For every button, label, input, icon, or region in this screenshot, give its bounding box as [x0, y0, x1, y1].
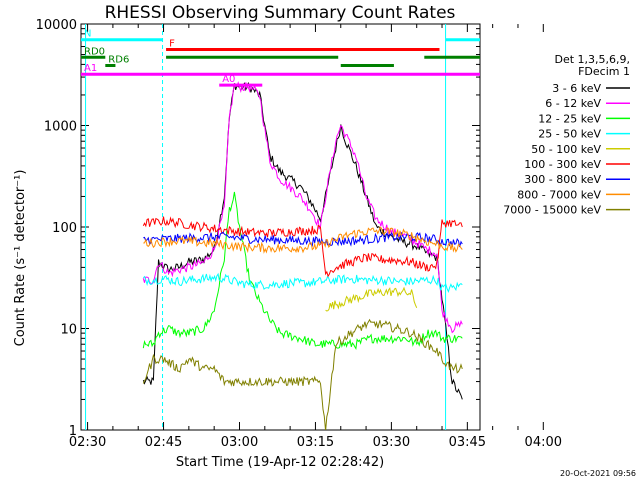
y-tick-label: 1000 — [44, 120, 77, 135]
series-line — [142, 81, 463, 400]
series-line — [142, 318, 463, 430]
x-tick-label: 03:45 — [449, 435, 486, 450]
series-line — [142, 272, 463, 294]
series-line — [142, 216, 463, 278]
y-tick-label: 10 — [60, 323, 77, 338]
flag-label: F — [169, 39, 175, 50]
legend-entry-label: 6 - 12 keV — [545, 97, 601, 110]
x-tick-label: 04:00 — [525, 435, 562, 450]
y-tick-label: 100 — [52, 221, 77, 236]
y-tick-label: 10000 — [36, 18, 77, 33]
plot-clip-group — [81, 24, 480, 430]
flag-label: A1 — [84, 63, 97, 74]
plot-area: 1 10 100 1000 10000 02:30 02:45 03:00 03:15 03:30… — [36, 18, 562, 450]
y-axis-label: Count Rate (s⁻¹ detector⁻¹) — [13, 170, 28, 347]
flag-label: RD0 — [84, 46, 105, 57]
x-axis-label: Start Time (19-Apr-12 02:28:42) — [176, 455, 384, 470]
flag-label: N — [84, 29, 91, 40]
legend-entry-label: 12 - 25 keV — [538, 112, 601, 125]
series-line — [143, 226, 463, 254]
x-tick-label: 03:30 — [373, 435, 410, 450]
series-line — [142, 191, 463, 350]
flag-label: A0 — [222, 74, 235, 85]
series-line — [325, 286, 418, 312]
x-tick-label: 02:30 — [69, 435, 106, 450]
y-tick-label: 1 — [69, 424, 77, 439]
footer-date: 20-Oct-2021 09:56 — [560, 469, 636, 478]
x-tick-label: 03:00 — [221, 435, 258, 450]
plot-frame — [80, 23, 481, 431]
legend-entry-label: 300 - 800 keV — [524, 173, 601, 186]
legend-entry-label: 100 - 300 keV — [524, 158, 601, 171]
legend-entry-label: 7000 - 15000 keV — [503, 204, 601, 217]
legend-entry-label: 3 - 6 keV — [552, 82, 601, 95]
legend: Det 1,3,5,6,9,FDecim 1 3 - 6 keV 6 - 12 ke… — [503, 53, 630, 217]
x-tick-label: 02:45 — [145, 435, 182, 450]
flag-label: RD6 — [108, 55, 129, 66]
legend-entry-label: 50 - 100 keV — [531, 143, 601, 156]
legend-entry-label: 25 - 50 keV — [538, 128, 601, 141]
series-line — [142, 81, 463, 334]
legend-header: FDecim 1 — [578, 65, 630, 78]
x-tick-label: 03:15 — [297, 435, 334, 450]
legend-entry-label: 800 - 7000 keV — [517, 188, 601, 201]
chart-title: RHESSI Observing Summary Count Rates — [105, 3, 456, 23]
legend-header: Det 1,3,5,6,9, — [554, 53, 630, 66]
